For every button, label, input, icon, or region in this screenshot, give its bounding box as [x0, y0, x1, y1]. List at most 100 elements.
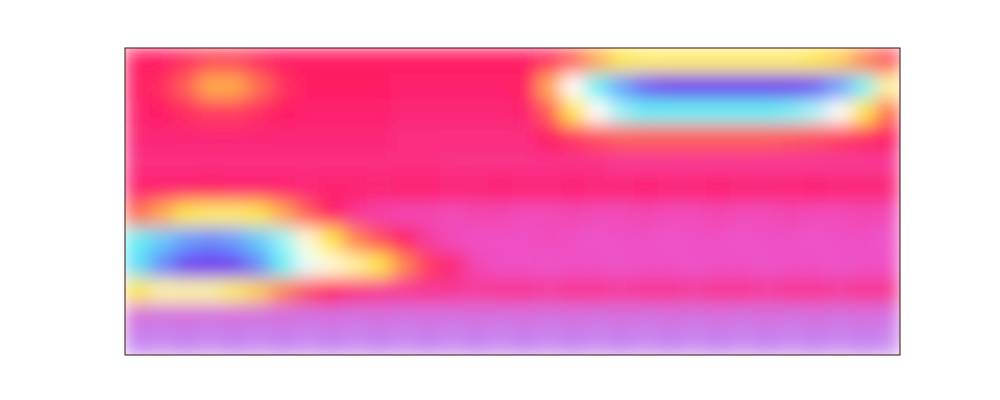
- heatmap-cell: [416, 202, 441, 228]
- heatmap-cell: [319, 202, 344, 228]
- heatmap-cell: [876, 99, 900, 125]
- heatmap-cell: [537, 74, 562, 100]
- heatmap-cell: [319, 125, 344, 151]
- heatmap-cell: [416, 329, 441, 355]
- heatmap-cell: [464, 329, 489, 355]
- heatmap-cell: [198, 150, 223, 176]
- heatmap-cell: [634, 125, 659, 151]
- heatmap-cell: [295, 150, 320, 176]
- heatmap-cell: [416, 125, 441, 151]
- heatmap-cell: [440, 74, 465, 100]
- heatmap-cell: [682, 150, 707, 176]
- heatmap-cell: [173, 227, 198, 253]
- heatmap-cell: [852, 304, 877, 330]
- plot-area: [125, 48, 900, 355]
- heatmap-cell: [270, 150, 295, 176]
- heatmap-cell: [658, 150, 683, 176]
- heatmap-cell: [730, 48, 755, 74]
- heatmap-cell: [730, 74, 755, 100]
- heatmap-cell: [391, 304, 416, 330]
- heatmap-cell: [561, 176, 586, 202]
- heatmap-cell: [319, 253, 344, 279]
- heatmap-cell: [198, 202, 223, 228]
- heatmap-cell: [319, 99, 344, 125]
- heatmap-cell: [367, 202, 392, 228]
- heatmap-cell: [198, 304, 223, 330]
- heatmap-cell: [755, 253, 780, 279]
- heatmap-cell: [149, 176, 174, 202]
- heatmap-cell: [779, 304, 804, 330]
- heatmap-cell: [173, 202, 198, 228]
- heatmap-cell: [367, 176, 392, 202]
- heatmap-cell: [561, 304, 586, 330]
- heatmap-cell: [319, 176, 344, 202]
- heatmap-cell: [585, 74, 610, 100]
- heatmap-cell: [488, 329, 513, 355]
- heatmap-cell: [585, 278, 610, 304]
- heatmap-cell: [246, 48, 271, 74]
- heatmap-cell: [246, 176, 271, 202]
- heatmap-cell: [803, 74, 828, 100]
- heatmap-cell: [658, 304, 683, 330]
- heatmap-cell: [222, 329, 247, 355]
- heatmap-cell: [416, 278, 441, 304]
- heatmap-cell: [755, 176, 780, 202]
- heatmap-cell: [464, 74, 489, 100]
- heatmap-cell: [295, 304, 320, 330]
- heatmap-cell: [391, 202, 416, 228]
- heatmap-cell: [173, 99, 198, 125]
- heatmap-cell: [755, 125, 780, 151]
- heatmap-cell: [295, 99, 320, 125]
- heatmap-cell: [513, 278, 538, 304]
- heatmap-cell: [852, 125, 877, 151]
- heatmap-cell: [198, 48, 223, 74]
- heatmap-cell: [513, 176, 538, 202]
- heatmap-cell: [319, 48, 344, 74]
- heatmap-cell: [803, 304, 828, 330]
- heatmap-cell: [125, 227, 150, 253]
- heatmap-cell: [706, 125, 731, 151]
- heatmap-cell: [222, 278, 247, 304]
- heatmap-cell: [149, 125, 174, 151]
- heatmap-cell: [658, 48, 683, 74]
- heatmap-cell: [149, 329, 174, 355]
- heatmap-cell: [343, 48, 368, 74]
- heatmap-cell: [343, 202, 368, 228]
- heatmap-cell: [585, 202, 610, 228]
- heatmap-cell: [755, 74, 780, 100]
- heatmap-cell: [149, 227, 174, 253]
- heatmap-cell: [125, 176, 150, 202]
- heatmap-cell: [730, 99, 755, 125]
- heatmap-cell: [730, 227, 755, 253]
- heatmap-cell: [222, 304, 247, 330]
- heatmap-cell: [222, 253, 247, 279]
- heatmap-cell: [391, 99, 416, 125]
- heatmap-cell: [706, 227, 731, 253]
- heatmap-cell: [173, 48, 198, 74]
- heatmap-cell: [343, 125, 368, 151]
- heatmap-cell: [706, 304, 731, 330]
- heatmap-cell: [755, 48, 780, 74]
- heatmap-cell: [876, 202, 900, 228]
- heatmap-cell: [173, 304, 198, 330]
- heatmap-cell: [367, 253, 392, 279]
- heatmap-cell: [561, 253, 586, 279]
- heatmap-cell: [852, 253, 877, 279]
- heatmap-cell: [706, 278, 731, 304]
- heatmap-cell: [658, 176, 683, 202]
- heatmap-cell: [730, 329, 755, 355]
- heatmap-cell: [270, 278, 295, 304]
- heatmap-cell: [609, 48, 634, 74]
- heatmap-cell: [222, 150, 247, 176]
- heatmap-cell: [440, 253, 465, 279]
- heatmap-cell: [488, 150, 513, 176]
- heatmap-cell: [173, 253, 198, 279]
- heatmap-cell: [440, 329, 465, 355]
- heatmap-cell: [706, 253, 731, 279]
- heatmap-cell: [173, 329, 198, 355]
- heatmap-cell: [246, 304, 271, 330]
- heatmap-cell: [537, 253, 562, 279]
- heatmap-cell: [537, 48, 562, 74]
- heatmap-cell: [440, 304, 465, 330]
- heatmap-cell: [658, 278, 683, 304]
